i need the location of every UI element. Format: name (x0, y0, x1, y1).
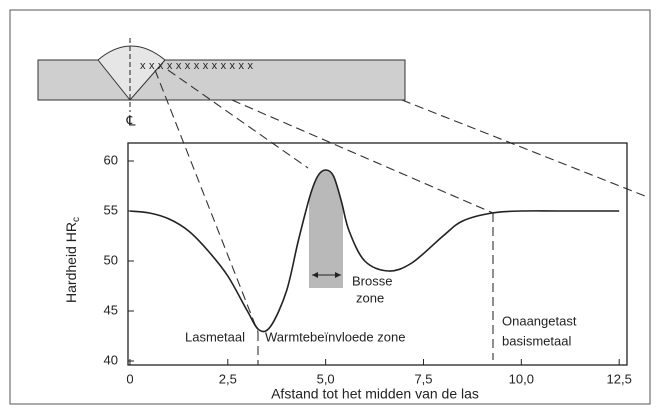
plot-frame (127, 142, 628, 366)
annotation: Warmtebeïnvloede zone (265, 329, 405, 344)
y-tick-label: 40 (104, 352, 118, 367)
weld-schematic: ℄ x x x x x x x x x x x x x (37, 38, 406, 129)
x-axis-label: Afstand tot het midden van de las (271, 386, 479, 402)
zone-arrow-heads (312, 272, 341, 278)
hardness-curve (129, 169, 620, 333)
y-tick-label: 60 (104, 152, 118, 167)
plate (37, 59, 406, 101)
leader-line (231, 99, 494, 214)
weld (97, 45, 166, 101)
y-tick-label: 50 (104, 252, 118, 267)
leader-line (154, 69, 259, 333)
annotation: basismetaal (502, 333, 571, 348)
y-axis-label-main: Hardheid HR (63, 222, 79, 303)
annotation: Brosse (352, 273, 392, 288)
x-tick-label: 10,0 (509, 371, 534, 386)
y-axis-label: Hardheid HRc (63, 217, 82, 303)
annotation: zone (356, 290, 384, 305)
x-tick-label: 0 (126, 371, 133, 386)
y-axis-label-subscript: c (71, 217, 82, 222)
x-tick-label: 5,0 (317, 371, 335, 386)
measurement-markers: x x x x x x x x x x x x x (140, 60, 253, 72)
y-tick-label: 55 (104, 202, 118, 217)
leader-line (167, 69, 309, 169)
x-tick-label: 7,5 (414, 371, 432, 386)
annotation: Onaangetast (502, 313, 577, 328)
x-tick-label: 2,5 (219, 371, 237, 386)
centerline-label: ℄ (126, 113, 136, 129)
x-tick-label: 12,5 (607, 371, 632, 386)
y-tick-label: 45 (104, 302, 118, 317)
leader-line (401, 99, 646, 197)
annotation: Lasmetaal (185, 329, 245, 344)
